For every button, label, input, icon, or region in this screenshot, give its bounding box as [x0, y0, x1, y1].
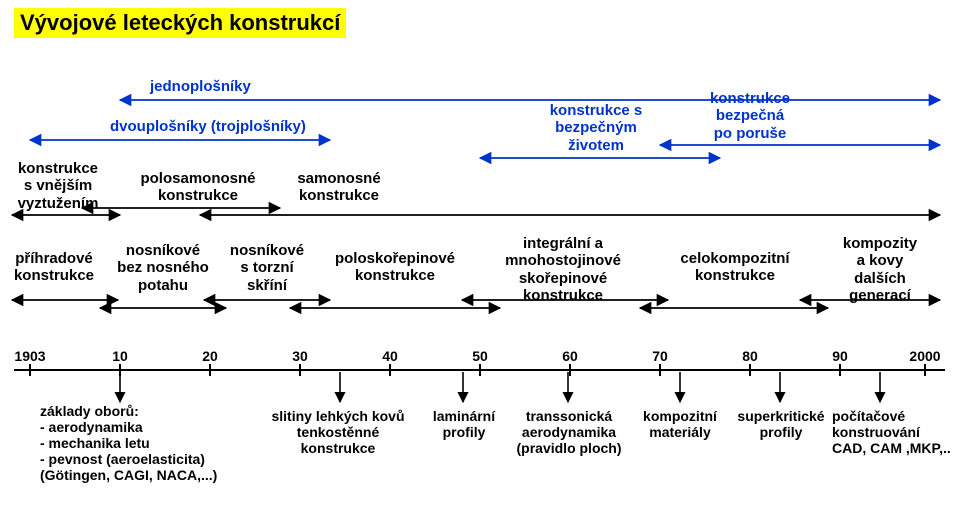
diagram-svg	[0, 0, 959, 511]
